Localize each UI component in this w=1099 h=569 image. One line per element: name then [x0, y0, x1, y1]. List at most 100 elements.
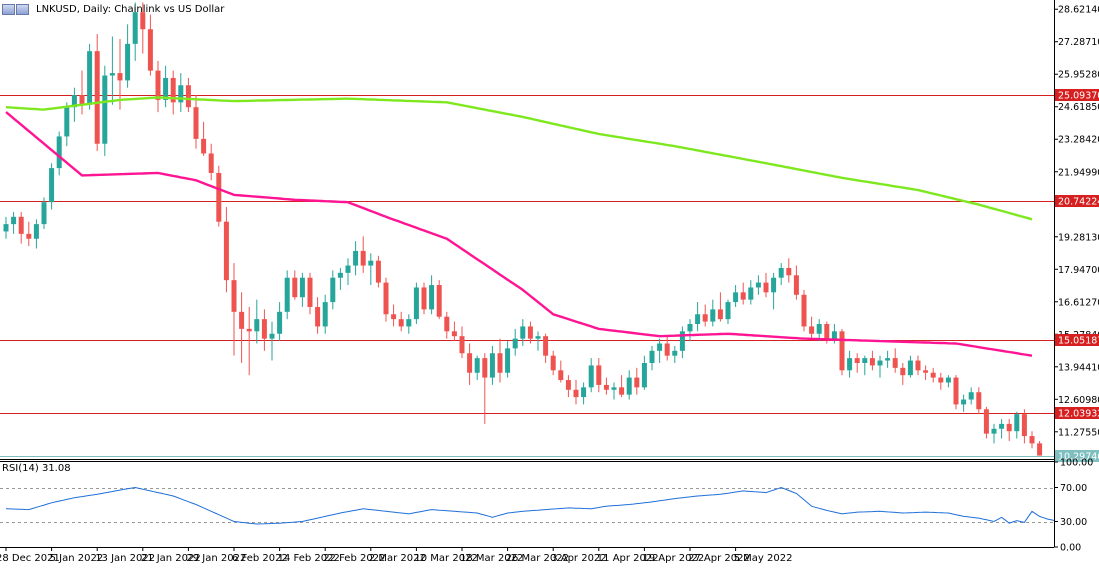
candle-body — [771, 277, 777, 293]
price-tick-label: 19.28130 — [1058, 232, 1099, 243]
candle-body — [520, 326, 526, 339]
time-tick-label: 21 Jan 2022 — [141, 553, 201, 564]
candle-body — [778, 267, 784, 278]
candle-body — [581, 387, 587, 398]
time-tick-label: 5 Jan 2022 — [50, 553, 104, 564]
time-tick-label: 14 Feb 2022 — [278, 553, 340, 564]
candle-body — [284, 277, 290, 312]
level-tag — [1055, 195, 1099, 207]
candle-body — [254, 319, 260, 332]
candle-body — [809, 326, 815, 334]
candle-body — [725, 302, 731, 320]
candle-body — [239, 311, 245, 329]
candle-body — [626, 377, 632, 395]
candle-body — [816, 324, 822, 334]
candle-body — [201, 138, 207, 154]
candle-body — [330, 277, 336, 303]
candle-body — [79, 95, 85, 105]
level-tag-label: 20.74224 — [1058, 197, 1099, 208]
candle-body — [429, 285, 435, 310]
price-tick-label: 17.94700 — [1058, 265, 1099, 276]
time-tick-label: 28 Dec 2021 — [0, 553, 60, 564]
candle-body — [185, 85, 191, 108]
candle-body — [938, 377, 944, 383]
candle-body — [246, 328, 252, 332]
price-tick-label: 12.60980 — [1058, 395, 1099, 406]
candle-body — [679, 331, 685, 351]
candle-body — [94, 51, 100, 144]
price-tick-label: 21.94990 — [1058, 167, 1099, 178]
candle-body — [543, 336, 549, 356]
candle-body — [261, 319, 267, 339]
candle-body — [763, 282, 769, 293]
candle-body — [170, 77, 176, 103]
candle-body — [512, 338, 518, 349]
candle-body — [49, 168, 55, 203]
level-tag — [1055, 407, 1099, 419]
candle-body — [657, 343, 663, 351]
moving-average-fast-line — [5, 111, 1033, 357]
level-tag — [1055, 334, 1099, 346]
price-tick-label: 24.61850 — [1058, 102, 1099, 113]
candle-body — [588, 365, 594, 388]
candle-body — [292, 277, 298, 298]
candle-body — [968, 392, 974, 400]
candle-body — [474, 358, 480, 373]
candle-body — [307, 277, 313, 307]
candle-body — [216, 172, 222, 222]
candle-body — [277, 311, 283, 334]
candle-body — [163, 77, 169, 100]
time-tick-label: 18 Mar 2022 — [460, 553, 523, 564]
candle-body — [603, 384, 609, 390]
candle-body — [178, 85, 184, 103]
candle-body — [923, 370, 929, 373]
candle-body — [406, 319, 412, 327]
candle-body — [140, 12, 146, 30]
candle-body — [740, 292, 746, 300]
candle-body — [641, 362, 647, 388]
candle-body — [353, 250, 359, 266]
candle-body — [748, 287, 754, 300]
candle-body — [489, 353, 495, 378]
candle-body — [299, 277, 305, 298]
candle-body — [1006, 423, 1012, 432]
chart-title-text: LNKUSD, Daily: Chainlink vs US Dollar — [36, 3, 225, 15]
price-tick-label: 13.94410 — [1058, 362, 1099, 373]
candle-body — [231, 280, 237, 312]
candle-body — [451, 331, 457, 337]
candle-body — [505, 348, 511, 373]
price-tick-label: 11.27550 — [1058, 427, 1099, 438]
candle-body — [664, 343, 670, 356]
candle-body — [444, 316, 450, 332]
candle-body — [117, 73, 123, 81]
last-price-tag — [1055, 450, 1099, 462]
candle-body — [733, 292, 739, 303]
candle-body — [413, 287, 419, 320]
rsi-tick-label: 100.00 — [1060, 458, 1093, 469]
time-tick-label: 29 Jan 2022 — [186, 553, 246, 564]
time-tick-label: 26 Mar 2022 — [506, 553, 569, 564]
candle-body — [64, 107, 70, 137]
candle-body — [611, 387, 617, 390]
candle-body — [125, 43, 131, 81]
rsi-tick-label: 70.00 — [1060, 483, 1087, 494]
candle-body — [710, 309, 716, 322]
candle-body — [109, 73, 115, 76]
candle-body — [839, 331, 845, 371]
candle-body — [755, 282, 761, 288]
candle-body — [155, 70, 161, 100]
candle-body — [482, 358, 488, 378]
rsi-tick-label: 0.00 — [1060, 543, 1081, 554]
level-tag-label: 12.03932 — [1058, 409, 1099, 420]
rsi-panel — [0, 486, 1055, 525]
candle-body — [999, 423, 1005, 429]
candle-body — [717, 309, 723, 320]
candle-body — [193, 107, 199, 139]
candle-body — [695, 314, 701, 325]
candle-body — [398, 319, 404, 327]
time-tick-label: 10 Mar 2022 — [414, 553, 477, 564]
candle-body — [147, 29, 153, 71]
price-tick-label: 27.28710 — [1058, 37, 1099, 48]
level-tag — [1055, 89, 1099, 101]
